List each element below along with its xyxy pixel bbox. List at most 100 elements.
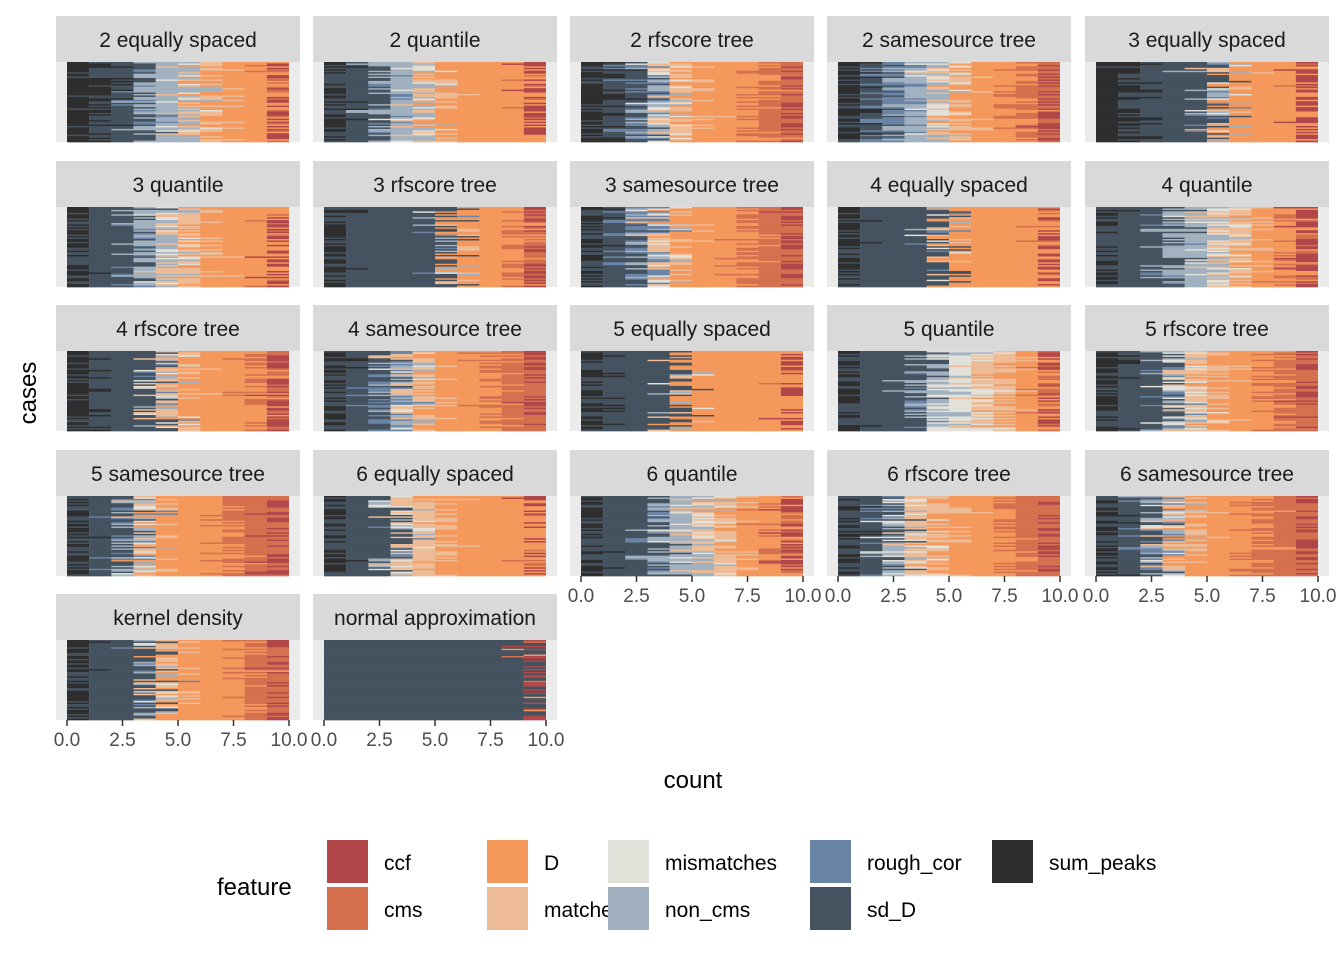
bar-segment bbox=[669, 247, 737, 250]
bar-segment bbox=[133, 241, 178, 244]
bar-segment bbox=[603, 420, 692, 423]
bar-segment bbox=[412, 517, 458, 520]
bar-segment bbox=[669, 89, 715, 92]
bar-segment bbox=[860, 120, 905, 122]
bar-segment bbox=[603, 88, 626, 90]
bar-segment bbox=[1140, 369, 1163, 372]
bar-segment bbox=[780, 94, 803, 96]
bar-segment bbox=[523, 276, 546, 279]
bar-segment bbox=[67, 412, 90, 414]
bar-segment bbox=[324, 237, 435, 240]
bar-segment bbox=[1295, 284, 1318, 286]
bar-segment bbox=[860, 429, 927, 432]
bar-segment bbox=[904, 63, 949, 66]
bar-segment bbox=[368, 131, 391, 134]
bar-segment bbox=[324, 416, 347, 419]
bar-segment bbox=[266, 520, 289, 523]
bar-segment bbox=[457, 401, 502, 404]
bar-segment bbox=[647, 504, 670, 507]
bar-segment bbox=[904, 99, 927, 102]
bar-segment bbox=[971, 281, 1060, 283]
bar-segment bbox=[647, 541, 670, 543]
bar-segment bbox=[324, 279, 347, 282]
bar-segment bbox=[324, 428, 391, 430]
bar-segment bbox=[926, 420, 949, 423]
bar-segment bbox=[1037, 91, 1060, 93]
bar-segment bbox=[736, 504, 803, 507]
bar-segment bbox=[780, 70, 803, 73]
bar-segment bbox=[1229, 239, 1274, 241]
bar-segment bbox=[838, 91, 861, 93]
bar-segment bbox=[838, 136, 861, 138]
bar-segment bbox=[89, 367, 156, 369]
bar-segment bbox=[67, 126, 134, 128]
bar-segment bbox=[736, 514, 781, 517]
bar-segment bbox=[266, 244, 289, 247]
bar-segment bbox=[67, 377, 112, 379]
bar-segment bbox=[89, 233, 134, 235]
bar-segment bbox=[133, 523, 156, 526]
bar-segment bbox=[200, 102, 289, 105]
bar-segment bbox=[1096, 79, 1119, 82]
bar-segment bbox=[457, 137, 546, 140]
bar-segment bbox=[1295, 211, 1318, 214]
bar-segment bbox=[1207, 255, 1252, 257]
bar-segment bbox=[625, 94, 648, 96]
bar-segment bbox=[838, 241, 883, 244]
bar-segment bbox=[368, 375, 391, 378]
bar-segment bbox=[178, 385, 245, 388]
bar-segment bbox=[222, 517, 267, 520]
bar-segment bbox=[625, 73, 648, 76]
bar-segment bbox=[581, 500, 670, 503]
bar-segment bbox=[1015, 383, 1038, 385]
bar-segment bbox=[155, 64, 201, 67]
bar-segment bbox=[669, 533, 737, 536]
bar-segment bbox=[603, 207, 626, 209]
bar-segment bbox=[111, 410, 156, 413]
bar-segment bbox=[926, 118, 994, 121]
bar-segment bbox=[838, 82, 861, 85]
bar-segment bbox=[581, 397, 626, 400]
bar-segment bbox=[581, 375, 626, 378]
bar-segment bbox=[971, 410, 1038, 413]
bar-segment bbox=[669, 365, 803, 368]
bar-segment bbox=[904, 387, 927, 390]
bar-segment bbox=[1096, 221, 1119, 224]
bar-segment bbox=[266, 422, 289, 425]
bar-segment bbox=[1251, 365, 1274, 368]
bar-segment bbox=[971, 69, 994, 72]
bar-segment bbox=[904, 391, 972, 394]
bar-segment bbox=[860, 118, 905, 121]
bar-segment bbox=[390, 123, 458, 125]
bar-segment bbox=[882, 89, 905, 92]
bar-segment bbox=[324, 262, 347, 265]
bar-segment bbox=[89, 498, 112, 501]
bar-segment bbox=[736, 539, 781, 542]
bar-segment bbox=[838, 88, 861, 90]
bar-segment bbox=[178, 353, 201, 356]
bar-segment bbox=[266, 112, 289, 115]
bar-segment bbox=[67, 268, 90, 270]
bar-segment bbox=[266, 140, 289, 143]
bar-segment bbox=[1184, 423, 1274, 426]
bar-segment bbox=[838, 89, 861, 92]
bar-segment bbox=[669, 279, 692, 282]
bar-segment bbox=[1096, 63, 1163, 66]
bar-segment bbox=[133, 387, 156, 390]
bar-segment bbox=[155, 95, 201, 98]
bar-segment bbox=[860, 95, 905, 98]
bar-segment bbox=[1015, 388, 1060, 391]
bar-segment bbox=[692, 239, 715, 241]
bar-segment bbox=[1184, 367, 1230, 369]
bar-segment bbox=[523, 368, 546, 371]
bar-segment bbox=[838, 73, 861, 76]
bar-segment bbox=[1273, 268, 1318, 270]
bar-segment bbox=[1251, 63, 1296, 66]
bar-segment bbox=[625, 252, 670, 254]
bar-segment bbox=[860, 91, 905, 93]
bar-segment bbox=[625, 96, 648, 99]
bar-segment bbox=[67, 406, 90, 409]
bar-segment bbox=[266, 78, 289, 80]
bar-segment bbox=[67, 207, 90, 209]
bar-segment bbox=[1162, 416, 1185, 419]
